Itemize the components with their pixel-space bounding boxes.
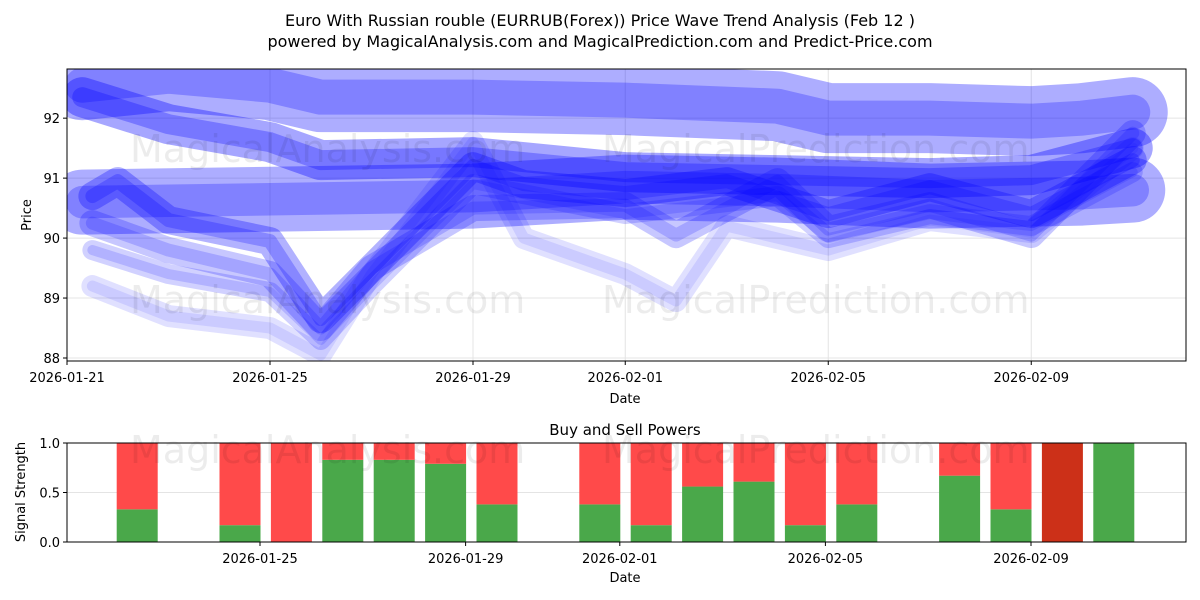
sell-bar xyxy=(733,443,775,482)
sell-bar xyxy=(270,443,312,542)
buy-bar xyxy=(322,459,364,542)
wave-core-4 xyxy=(85,153,1140,327)
buy-bar xyxy=(939,475,981,542)
wave-core-7 xyxy=(87,167,1138,346)
sell-bar xyxy=(784,443,826,526)
watermark: MagicalAnalysis.com xyxy=(130,278,525,322)
price-waves xyxy=(67,69,1168,361)
power-axis-ticks: 0.0 0.5 1.0 2026-01-25 2026-01-29 2026-02-01 2… xyxy=(39,437,1068,567)
sell-bar xyxy=(579,443,621,505)
y-tick-label: 1.0 xyxy=(39,437,60,452)
buy-bar xyxy=(784,525,826,542)
x-tick-label: 2026-01-29 xyxy=(435,371,511,386)
x-tick-label: 2026-02-01 xyxy=(582,552,658,567)
wave-1 xyxy=(67,69,1168,157)
x-tick-label: 2026-02-01 xyxy=(587,371,663,386)
buy-bar xyxy=(836,504,878,542)
x-tick-label: 2026-02-05 xyxy=(790,371,866,386)
power-x-label: Date xyxy=(609,571,640,586)
sell-bar xyxy=(682,443,724,487)
wave-3 xyxy=(67,154,1166,235)
wave-core-5 xyxy=(86,136,1139,361)
y-tick-label: 91 xyxy=(43,172,60,187)
y-tick-label: 88 xyxy=(43,352,60,367)
buy-bar xyxy=(425,463,467,542)
x-tick-label: 2026-01-25 xyxy=(222,552,298,567)
y-tick-label: 0.5 xyxy=(39,487,60,502)
wave-5 xyxy=(81,131,1144,361)
x-tick-label: 2026-01-25 xyxy=(232,371,308,386)
x-tick-label: 2026-02-09 xyxy=(993,552,1069,567)
sell-bar xyxy=(1041,443,1083,542)
wave-4 xyxy=(78,146,1147,334)
buy-bar xyxy=(990,509,1032,542)
power-y-label: Signal Strength xyxy=(14,442,29,542)
buy-bar xyxy=(630,525,672,542)
buy-bar xyxy=(682,486,724,542)
sell-bar xyxy=(322,443,364,460)
sell-bar xyxy=(373,443,415,460)
wave-core-6 xyxy=(85,126,1140,335)
buy-bar xyxy=(116,509,158,542)
sell-bar xyxy=(990,443,1032,510)
wave-core-1 xyxy=(67,69,1151,139)
chart-title-line1: Euro With Russian rouble (EURRUB(Forex))… xyxy=(285,11,915,30)
x-tick-label: 2026-01-29 xyxy=(428,552,504,567)
wave-core-3 xyxy=(67,170,1149,219)
buy-bar xyxy=(579,504,621,542)
x-tick-label: 2026-01-21 xyxy=(29,371,105,386)
price-y-label: Price xyxy=(20,199,35,231)
x-tick-label: 2026-02-09 xyxy=(993,371,1069,386)
watermark: MagicalPrediction.com xyxy=(602,428,1030,472)
buy-bar xyxy=(1093,443,1135,542)
sell-bar xyxy=(219,443,261,526)
power-bars xyxy=(116,443,1135,542)
buy-bar xyxy=(219,525,261,542)
sell-bar xyxy=(116,443,158,510)
sell-bar xyxy=(939,443,981,476)
wave-7 xyxy=(82,162,1143,351)
price-x-label: Date xyxy=(609,392,640,407)
wave-2 xyxy=(67,77,1153,199)
y-tick-label: 0.0 xyxy=(39,536,60,551)
x-tick-label: 2026-02-05 xyxy=(788,552,864,567)
y-tick-label: 92 xyxy=(43,112,60,127)
buy-bar xyxy=(733,481,775,542)
sell-bar xyxy=(476,443,518,505)
price-axes-frame xyxy=(66,68,1187,362)
price-axis-ticks: 88 89 90 91 92 2026-01-21 2026-01-25 2026-01-29… xyxy=(29,112,1069,386)
sell-bar xyxy=(836,443,878,505)
wave-core-2 xyxy=(72,87,1143,189)
buy-bar xyxy=(373,459,415,542)
chart-title-line2: powered by MagicalAnalysis.com and Magic… xyxy=(267,32,932,51)
sell-bar xyxy=(425,443,467,464)
watermark: MagicalAnalysis.com xyxy=(130,428,525,472)
sell-bar xyxy=(630,443,672,526)
power-chart-title: Buy and Sell Powers xyxy=(549,421,701,439)
watermark: MagicalPrediction.com xyxy=(602,127,1030,171)
watermark: MagicalPrediction.com xyxy=(602,278,1030,322)
y-tick-label: 89 xyxy=(43,292,60,307)
watermark: MagicalAnalysis.com xyxy=(130,127,525,171)
buy-bar xyxy=(476,504,518,542)
wave-6 xyxy=(79,120,1146,342)
y-tick-label: 90 xyxy=(43,232,60,247)
